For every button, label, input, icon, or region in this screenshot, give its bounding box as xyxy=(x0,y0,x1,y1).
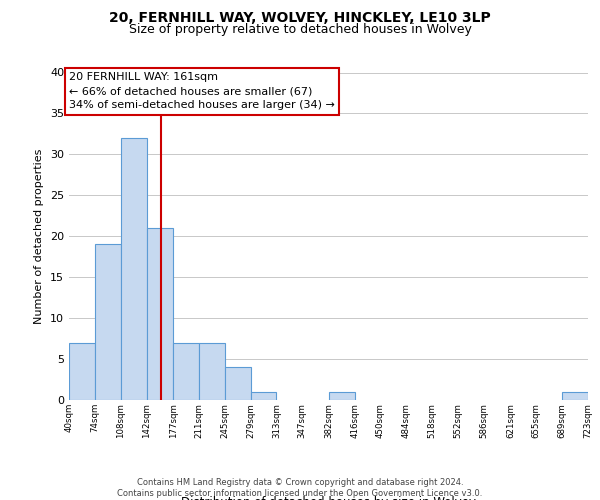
Bar xyxy=(329,392,355,400)
Bar xyxy=(121,138,146,400)
X-axis label: Distribution of detached houses by size in Wolvey: Distribution of detached houses by size … xyxy=(181,496,476,500)
Text: 20, FERNHILL WAY, WOLVEY, HINCKLEY, LE10 3LP: 20, FERNHILL WAY, WOLVEY, HINCKLEY, LE10… xyxy=(109,11,491,25)
Bar xyxy=(146,228,173,400)
Text: Contains HM Land Registry data © Crown copyright and database right 2024.
Contai: Contains HM Land Registry data © Crown c… xyxy=(118,478,482,498)
Bar xyxy=(95,244,121,400)
Bar xyxy=(251,392,277,400)
Bar xyxy=(69,342,95,400)
Bar xyxy=(199,342,225,400)
Y-axis label: Number of detached properties: Number of detached properties xyxy=(34,148,44,324)
Text: Size of property relative to detached houses in Wolvey: Size of property relative to detached ho… xyxy=(128,22,472,36)
Bar xyxy=(225,367,251,400)
Bar xyxy=(562,392,588,400)
Text: 20 FERNHILL WAY: 161sqm
← 66% of detached houses are smaller (67)
34% of semi-de: 20 FERNHILL WAY: 161sqm ← 66% of detache… xyxy=(69,72,335,110)
Bar xyxy=(173,342,199,400)
